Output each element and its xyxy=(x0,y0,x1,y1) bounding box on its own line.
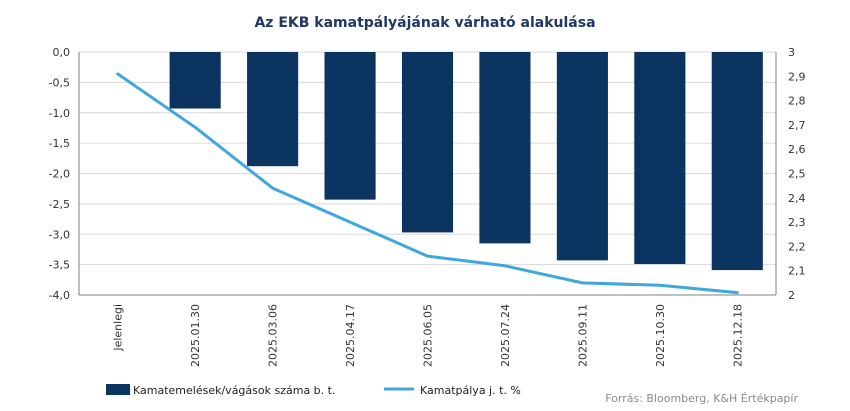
right-tick-label: 2,9 xyxy=(788,70,806,83)
right-tick-label: 3 xyxy=(788,46,795,59)
legend-line-label: Kamatpálya j. t. % xyxy=(420,384,521,397)
bar xyxy=(711,52,763,271)
x-tick-label: 2025.07.24 xyxy=(499,304,512,367)
right-tick-label: 2,5 xyxy=(788,168,806,181)
left-tick-label: 0,0 xyxy=(53,46,71,59)
left-tick-label: -0,5 xyxy=(49,76,70,89)
left-tick-label: -4,0 xyxy=(49,289,70,302)
bar xyxy=(556,52,608,261)
bar xyxy=(324,52,376,200)
x-tick-label: 2025.03.06 xyxy=(267,304,280,367)
right-tick-label: 2 xyxy=(788,289,795,302)
legend-bar-label: Kamatemelések/vágások száma b. t. xyxy=(133,384,335,397)
legend-bar-swatch xyxy=(106,384,130,395)
x-tick-label: 2025.12.18 xyxy=(731,304,744,367)
right-tick-label: 2,1 xyxy=(788,265,806,278)
right-tick-label: 2,3 xyxy=(788,216,806,229)
bar xyxy=(401,52,454,233)
left-tick-label: -3,0 xyxy=(49,228,70,241)
right-axis-ticks: 3 2,9 2,8 2,7 2,6 2,5 2,4 2,3 2,2 2,1 2 xyxy=(788,46,806,302)
left-tick-label: -2,0 xyxy=(49,168,70,181)
right-tick-label: 2,8 xyxy=(788,95,806,108)
left-tick-label: -1,5 xyxy=(49,137,70,150)
left-tick-label: -1,0 xyxy=(49,107,70,120)
right-tick-label: 2,6 xyxy=(788,143,806,156)
x-tick-label: 2025.01.30 xyxy=(189,304,202,367)
x-tick-label: 2025.04.17 xyxy=(344,304,357,367)
axes xyxy=(78,52,777,296)
legend: Kamatemelések/vágások száma b. t. Kamatp… xyxy=(106,384,521,397)
right-tick-label: 2,2 xyxy=(788,240,806,253)
rate-path-line xyxy=(116,72,739,295)
bar-series xyxy=(169,52,763,271)
right-tick-label: 2,7 xyxy=(788,119,806,132)
bar xyxy=(169,52,221,109)
left-axis-ticks: 0,0 -0,5 -1,0 -1,5 -2,0 -2,5 -3,0 -3,5 -4,0 xyxy=(49,46,70,302)
left-tick-label: -3,5 xyxy=(49,259,70,272)
x-tick-label: 2025.06.05 xyxy=(422,304,435,367)
source-note: Forrás: Bloomberg, K&H Értékpapír xyxy=(605,392,798,405)
bar xyxy=(479,52,531,244)
x-tick-label: 2025.09.11 xyxy=(576,304,589,367)
x-axis-ticks: Jelenlegi 2025.01.30 2025.03.06 2025.04.17 2… xyxy=(112,304,745,367)
bar xyxy=(247,52,299,167)
x-tick-label: Jelenlegi xyxy=(112,304,125,352)
left-tick-label: -2,5 xyxy=(49,198,70,211)
right-tick-label: 2,4 xyxy=(788,192,806,205)
bar xyxy=(634,52,686,265)
x-tick-label: 2025.10.30 xyxy=(654,304,667,367)
line-series xyxy=(116,72,739,295)
chart-title: Az EKB kamatpályájának várható alakulása xyxy=(254,15,595,31)
